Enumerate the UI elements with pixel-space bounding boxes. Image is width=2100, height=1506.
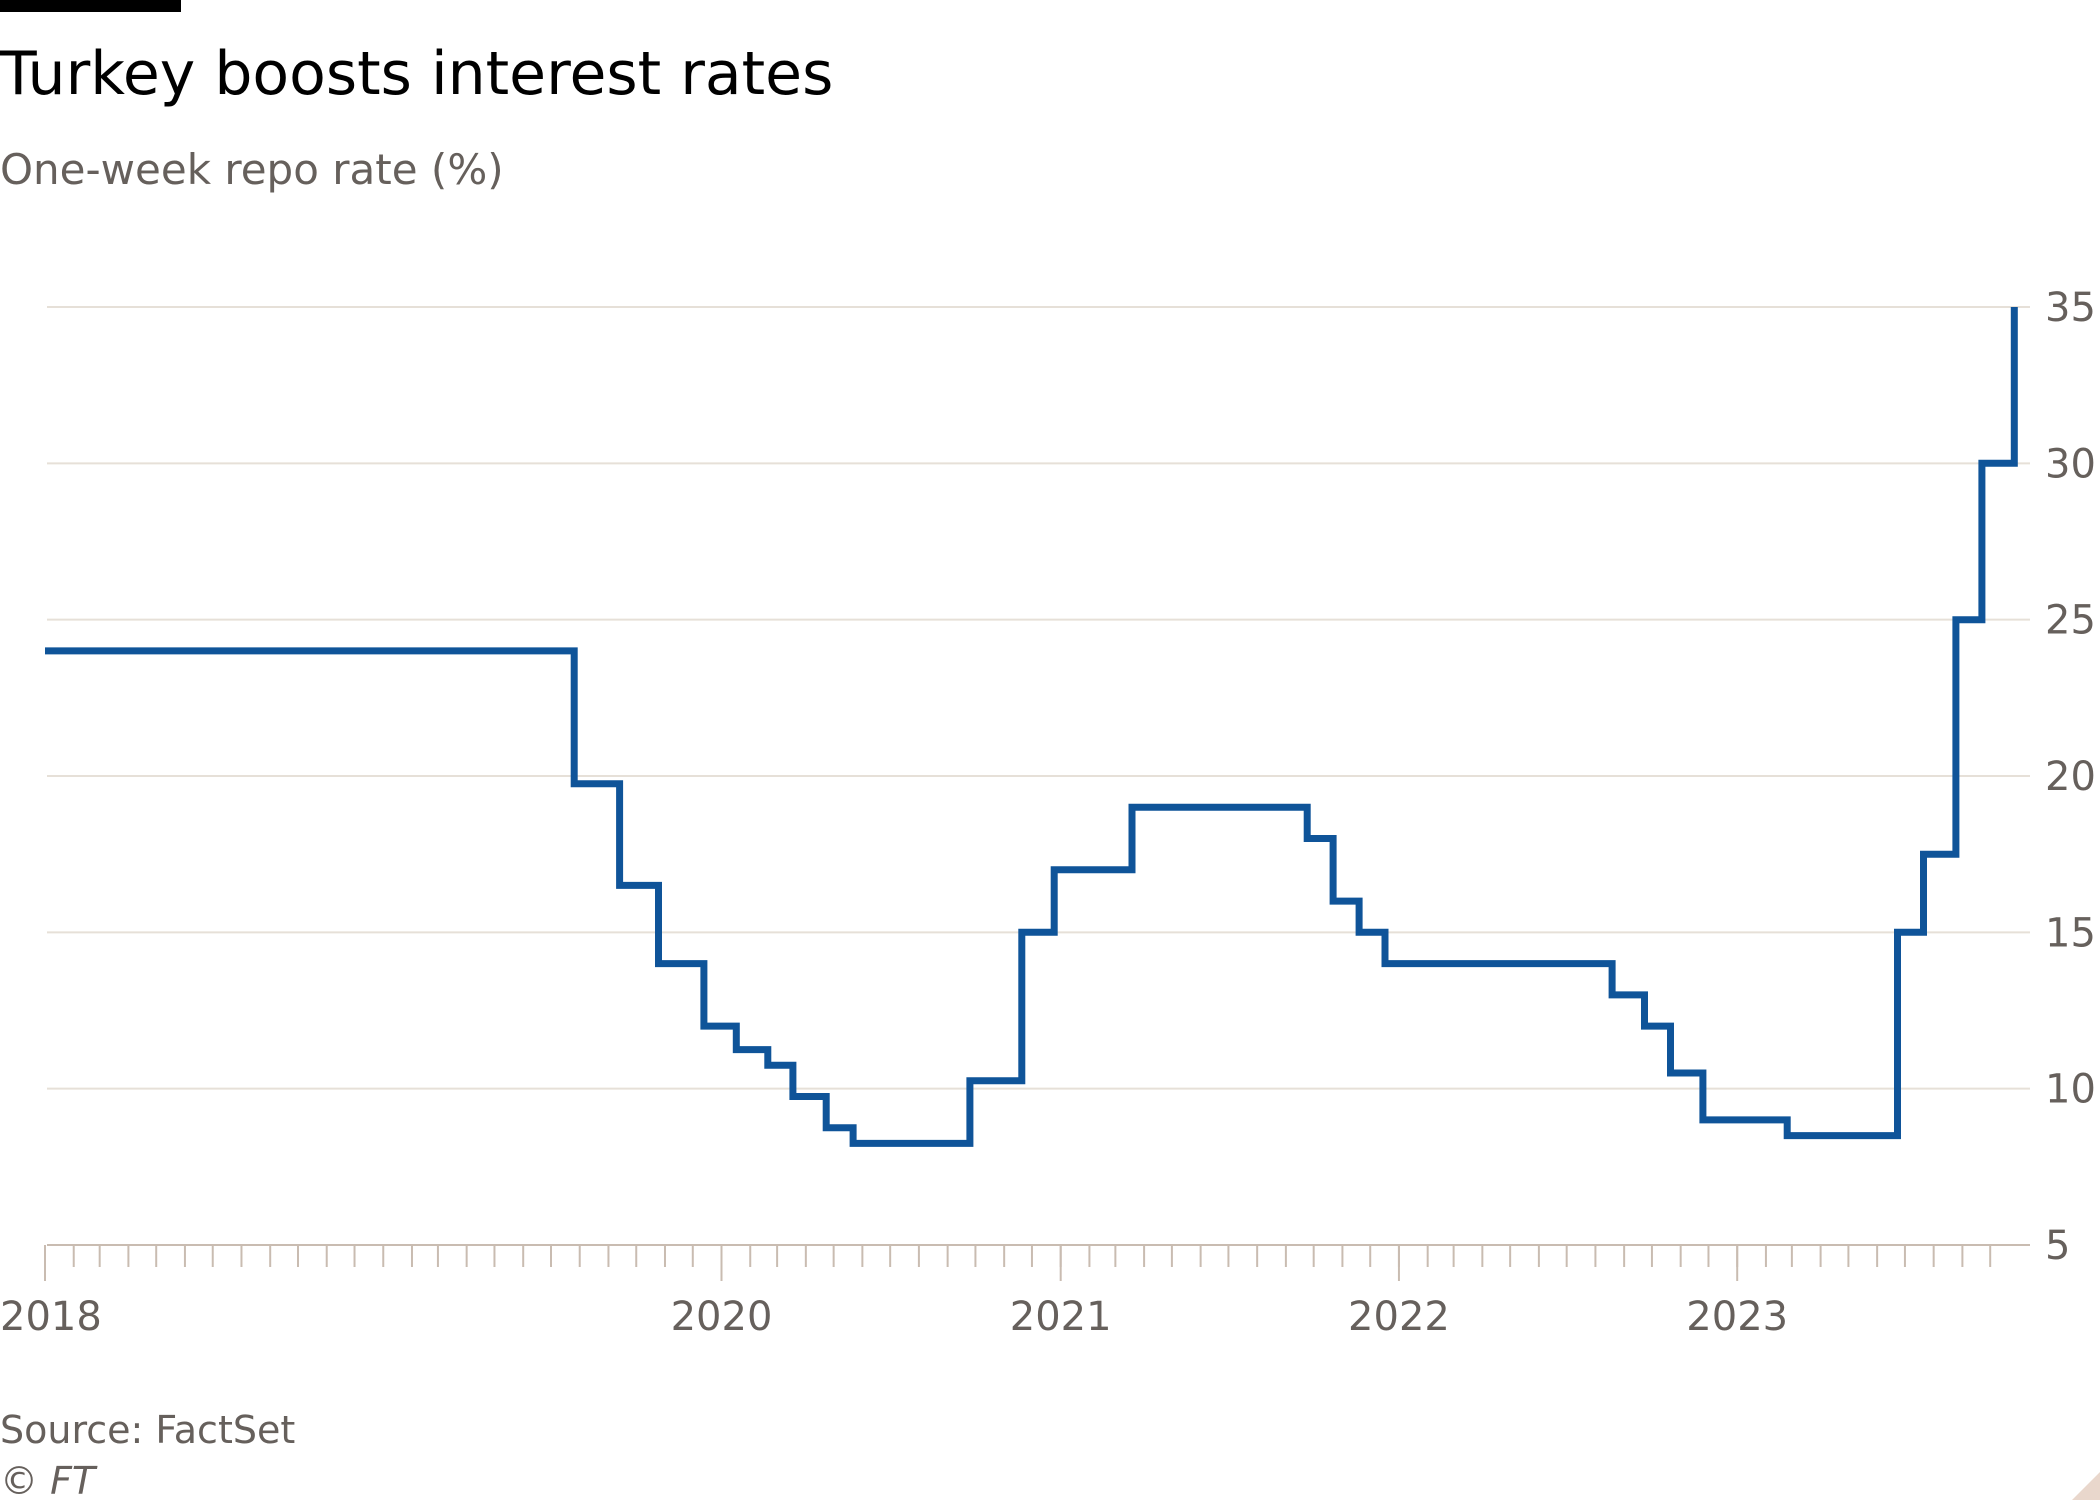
y-tick-label-35: 35: [2045, 285, 2096, 331]
x-tick-label-2021: 2021: [1010, 1294, 1112, 1340]
x-tick-label-2023: 2023: [1686, 1294, 1788, 1340]
series-line-repo-rate: [45, 307, 2018, 1147]
y-tick-label-15: 15: [2045, 910, 2096, 956]
y-tick-label-20: 20: [2045, 754, 2096, 800]
top-accent-bar: [0, 0, 181, 12]
source-note: Source: FactSet: [0, 1408, 296, 1452]
chart-title: Turkey boosts interest rates: [0, 39, 834, 109]
x-tick-label-2018: 2018: [0, 1294, 102, 1340]
chart-subtitle: One-week repo rate (%): [0, 145, 504, 194]
y-tick-label-10: 10: [2045, 1067, 2096, 1113]
x-tick-label-2022: 2022: [1348, 1294, 1450, 1340]
x-tick-label-2020: 2020: [671, 1294, 773, 1340]
copyright-note: © FT: [0, 1459, 96, 1503]
y-tick-label-5: 5: [2045, 1223, 2070, 1269]
corner-fold-icon: [2072, 1472, 2100, 1500]
y-tick-label-25: 25: [2045, 598, 2096, 644]
y-tick-label-30: 30: [2045, 441, 2096, 487]
